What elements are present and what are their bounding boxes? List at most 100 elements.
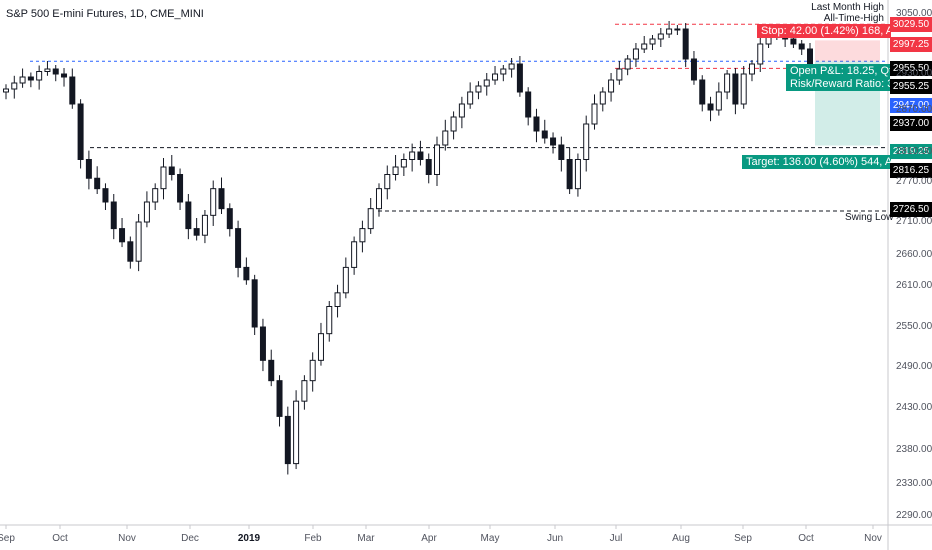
candle-up — [450, 116, 457, 132]
candle-up — [666, 28, 673, 35]
candle-up — [135, 221, 142, 262]
candle-up — [36, 71, 43, 81]
candle-down — [533, 116, 540, 132]
x-tick-label: Sep — [734, 533, 752, 544]
candle-down — [707, 103, 714, 111]
candle-up — [19, 76, 26, 84]
candle-up — [442, 130, 449, 146]
price-tag-2997: 2997.25 — [890, 37, 932, 52]
candle-down — [259, 326, 266, 361]
candle-up — [143, 201, 150, 223]
candle-down — [193, 228, 200, 236]
x-tick-label: Apr — [421, 533, 437, 544]
candle-up — [351, 241, 358, 268]
candle-down — [417, 151, 424, 160]
price-tag-2937: 2937.00 — [890, 116, 932, 131]
candle-down — [102, 188, 109, 203]
candle-down — [558, 144, 565, 160]
candle-down — [425, 159, 432, 175]
candle-up — [44, 68, 51, 72]
y-tick-label: 3050.00 — [896, 8, 932, 19]
candle-down — [218, 188, 225, 210]
price-tag-2726: 2726.50 — [890, 202, 932, 217]
candle-up — [748, 63, 755, 75]
candle-down — [94, 177, 101, 190]
x-tick-label: Nov — [118, 533, 136, 544]
candle-up — [301, 380, 308, 402]
candle-down — [69, 76, 76, 105]
candle-up — [657, 33, 664, 40]
candle-down — [550, 137, 557, 146]
candle-down — [525, 91, 532, 118]
x-tick-label: May — [480, 533, 500, 544]
candle-down — [516, 63, 523, 93]
candle-up — [334, 292, 341, 308]
candle-up — [11, 82, 18, 90]
candle-up — [3, 88, 9, 93]
x-tick-label: Mar — [357, 533, 375, 544]
candle-up — [210, 188, 217, 216]
candle-down — [541, 130, 548, 139]
price-tag-3029: 3029.50 — [890, 17, 932, 32]
y-tick-label: 2490.00 — [896, 361, 932, 372]
candle-up — [583, 123, 590, 160]
y-tick-label: 2930.00 — [896, 68, 932, 79]
candle-down — [168, 166, 175, 175]
x-tick-label: 2019 — [237, 533, 261, 544]
candle-down — [732, 73, 739, 105]
candle-down — [243, 266, 250, 281]
target-tag: Target: 136.00 (4.60%) 544, A — [742, 155, 891, 169]
x-tick-label: Dec — [181, 533, 199, 544]
candle-up — [674, 28, 681, 31]
candle-down — [226, 208, 233, 230]
chart-title: S&P 500 E-mini Futures, 1D, CME_MINI — [6, 8, 204, 20]
candle-up — [483, 79, 490, 87]
candle-up — [475, 85, 482, 93]
candle-down — [566, 159, 573, 190]
candle-up — [500, 68, 507, 75]
candle-up — [392, 166, 399, 175]
price-tag-2947: 2947.00 — [890, 98, 932, 113]
candle-down — [251, 279, 258, 328]
candle-up — [400, 159, 407, 168]
candle-up — [616, 68, 623, 81]
y-tick-label: 2870.00 — [896, 104, 932, 115]
candle-down — [61, 73, 68, 78]
y-tick-label: 2380.00 — [896, 444, 932, 455]
candle-up — [434, 144, 441, 175]
candle-up — [591, 103, 598, 125]
candle-up — [160, 166, 167, 190]
candle-up — [467, 91, 474, 105]
candle-down — [690, 58, 697, 81]
risk-reward-tag: Risk/Reward Ratio: 3 — [786, 77, 890, 91]
candle-up — [574, 159, 581, 190]
x-tick-label: Oct — [52, 533, 68, 544]
price-tag-2955-50: 2955.50 — [890, 61, 932, 76]
y-tick-label: 2430.00 — [896, 402, 932, 413]
candle-up — [715, 91, 722, 111]
candle-down — [85, 159, 92, 179]
candle-up — [608, 79, 615, 93]
price-tag-2955-25: 2955.25 — [890, 79, 932, 94]
candle-up — [384, 174, 391, 190]
candle-down — [177, 174, 184, 203]
y-tick-label: 2660.00 — [896, 249, 932, 260]
price-tag-2816: 2816.25 — [890, 163, 932, 178]
candle-down — [276, 380, 283, 417]
candle-up — [724, 73, 731, 93]
x-tick-label: Sep — [0, 533, 15, 544]
candle-down — [699, 79, 706, 105]
candle-down — [127, 241, 134, 262]
candle-down — [110, 201, 117, 230]
x-tick-label: Nov — [864, 533, 882, 544]
y-tick-label: 2810.00 — [896, 146, 932, 157]
y-tick-label: 2710.00 — [896, 216, 932, 227]
x-tick-label: Feb — [304, 533, 322, 544]
candle-down — [77, 103, 84, 160]
candle-down — [52, 68, 59, 75]
price-tag-2819: 2819.25 — [890, 144, 932, 159]
candle-down — [27, 76, 34, 81]
candle-up — [757, 43, 764, 65]
candle-down — [790, 38, 797, 45]
